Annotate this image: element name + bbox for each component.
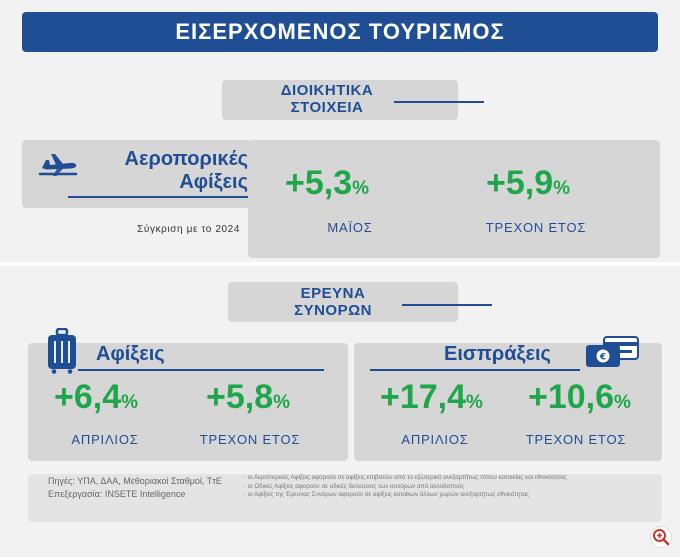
border-survey-label: ΕΡΕΥΝΑ ΣΥΝΟΡΩΝ (228, 282, 492, 322)
footer-note-3: - οι Αφίξεις της Έρευνας Συνόρων αφορούν… (244, 491, 529, 499)
arrivals-title-rule (78, 369, 324, 371)
air-may-label: ΜΑΪΟΣ (327, 220, 373, 235)
air-title-line1: Αεροπορικές (124, 148, 248, 170)
footer-sources: Πηγές: ΥΠΑ, ΔΑΑ, Μεθοριακοί Σταθμοί, ΤτΕ… (48, 475, 222, 501)
arrivals-ytd-change: +5,8% (206, 378, 290, 417)
zoom-in-glyph (653, 529, 670, 546)
arrivals-ytd-value: +5,8 (206, 378, 274, 416)
border-label-line2: ΣΥΝΟΡΩΝ (294, 302, 372, 319)
arrivals-april-unit: % (121, 392, 139, 413)
processing-text: Επεξεργασία: INSETE Intelligence (48, 489, 186, 499)
air-title-rule (68, 196, 248, 198)
footer-note-2: - οι Οδικές Αφίξεις αφορούν σε οδικές δι… (244, 482, 465, 490)
receipts-april-label: ΑΠΡΙΛΙΟΣ (401, 432, 469, 447)
arrivals-april-value: +6,4 (54, 378, 122, 416)
air-ytd-unit: % (553, 178, 571, 199)
suitcase-icon (48, 328, 76, 374)
receipts-april-unit: % (466, 392, 483, 413)
air-may-change: +5,3% (285, 164, 369, 203)
arrivals-april-change: +6,4% (54, 378, 138, 417)
arrivals-ytd-unit: % (273, 392, 291, 413)
admin-label-line1: ΔΙΟΙΚΗΤΙΚΑ (280, 82, 374, 99)
arrivals-ytd-label: ΤΡΕΧΟΝ ΕΤΟΣ (199, 432, 301, 447)
arrivals-april-label: ΑΠΡΙΛΙΟΣ (71, 432, 139, 447)
payment-card-icon: € (586, 336, 639, 367)
air-ytd-label: ΤΡΕΧΟΝ ΕΤΟΣ (485, 220, 587, 235)
arrivals-box (28, 343, 348, 461)
air-may-value: +5,3 (285, 164, 353, 202)
receipts-april-change: +17,4% (380, 378, 483, 417)
air-arrivals-title: Αεροπορικές Αφίξεις (102, 148, 248, 194)
arrivals-title: Αφίξεις (96, 343, 165, 365)
receipts-ytd-unit: % (614, 392, 631, 413)
sources-text: Πηγές: ΥΠΑ, ΔΑΑ, Μεθοριακοί Σταθμοί, ΤτΕ (48, 476, 222, 486)
receipts-title-rule (370, 369, 580, 371)
admin-label-line2: ΣΤΟΙΧΕΙΑ (290, 99, 364, 116)
footer-note-1: - οι Αεροπορικές Αφίξεις αφορούν σε αφίξ… (244, 474, 567, 481)
comparison-note: Σύγκριση με το 2024 (137, 224, 240, 235)
zoom-in-icon[interactable] (650, 526, 672, 548)
air-ytd-value: +5,9 (486, 164, 554, 202)
receipts-april-value: +17,4 (380, 378, 467, 416)
receipts-ytd-change: +10,6% (528, 378, 631, 417)
footer-notes: - οι Αεροπορικές Αφίξεις αφορούν σε αφίξ… (244, 474, 567, 500)
border-label-rule (402, 304, 492, 306)
admin-data-label: ΔΙΟΙΚΗΤΙΚΑ ΣΤΟΙΧΕΙΑ (222, 80, 484, 120)
page-title: ΕΙΣΕΡΧΟΜΕΝΟΣ ΤΟΥΡΙΣΜΟΣ (22, 12, 658, 52)
airplane-icon (38, 154, 78, 176)
receipts-ytd-value: +10,6 (528, 378, 615, 416)
air-arrivals-stats-box (248, 140, 660, 258)
receipts-ytd-label: ΤΡΕΧΟΝ ΕΤΟΣ (525, 432, 627, 447)
air-may-unit: % (352, 178, 370, 199)
admin-label-rule (394, 101, 484, 103)
air-ytd-change: +5,9% (486, 164, 570, 203)
border-label-line1: ΕΡΕΥΝΑ (300, 285, 366, 302)
svg-text:€: € (599, 353, 606, 363)
footer-box (28, 474, 662, 522)
receipts-title: Εισπράξεις (444, 343, 551, 365)
air-title-line2: Αφίξεις (179, 171, 248, 193)
